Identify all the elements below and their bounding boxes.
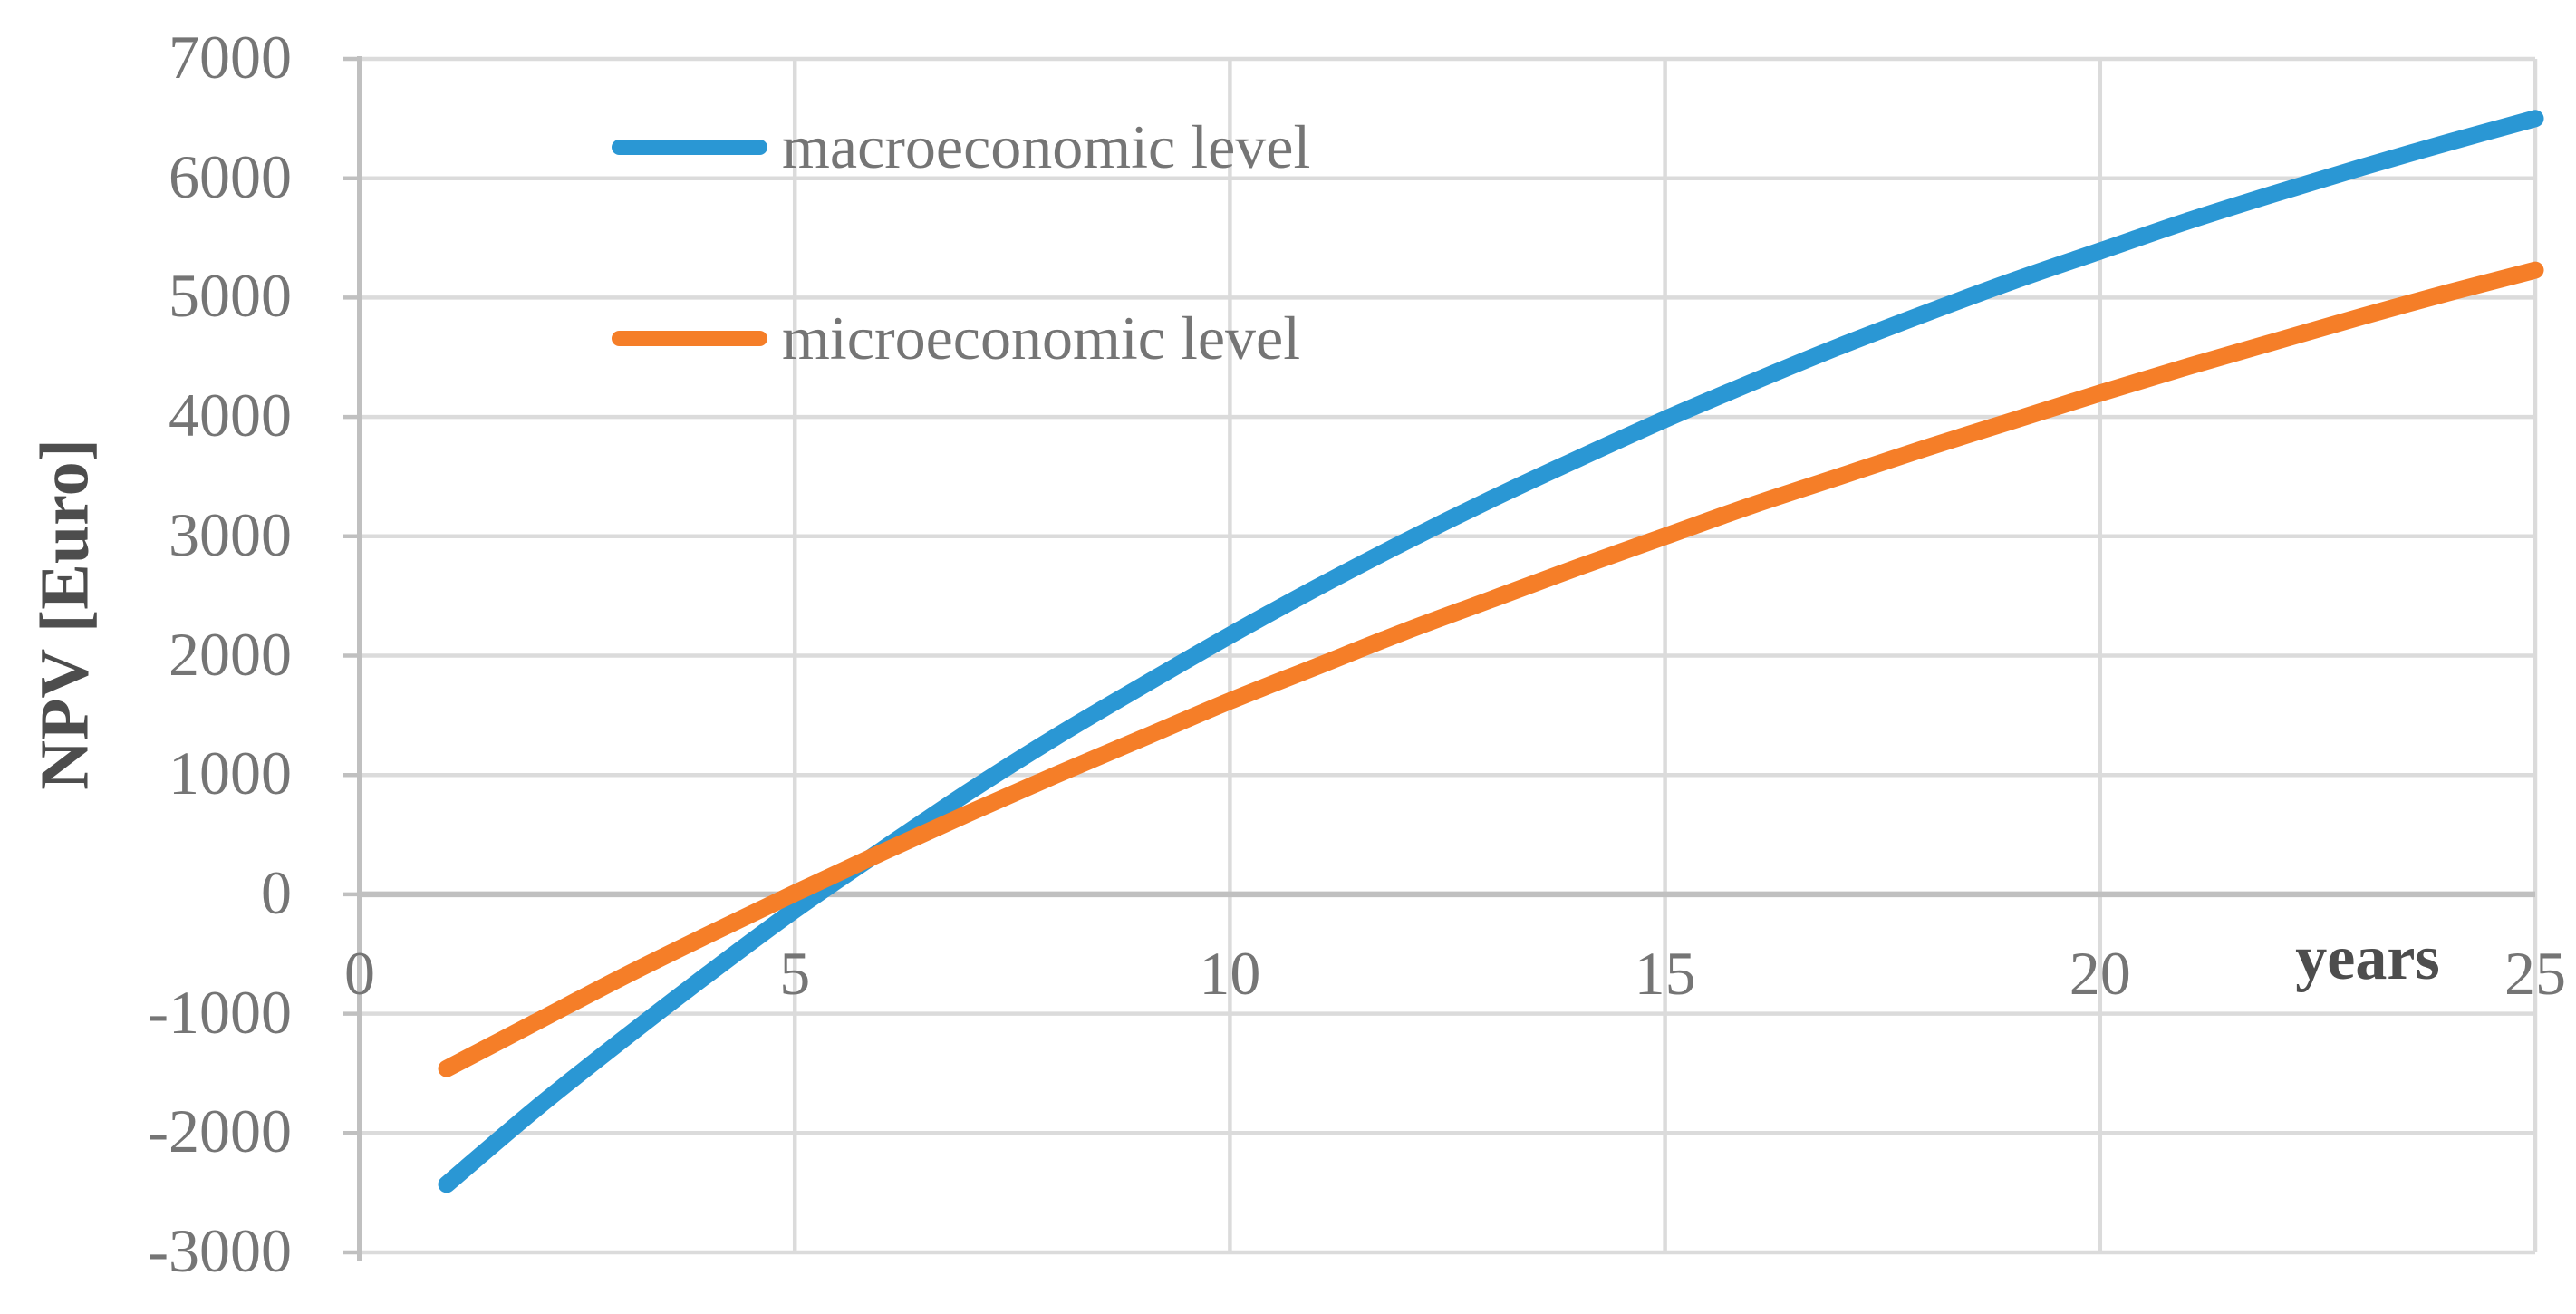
y-tick-label: -1000 [148,977,292,1047]
y-tick-label: 4000 [169,381,292,450]
series-line-microeconomic [438,261,2544,1077]
x-tick-label: 0 [344,939,375,1008]
legend-label-macroeconomic: macroeconomic level [782,112,1311,181]
x-tick-label: 20 [2069,939,2131,1008]
y-tick-label: 1000 [169,739,292,808]
x-axis-title: years [2295,923,2440,993]
y-tick-label: 3000 [169,499,292,569]
series-line-macroeconomic [438,110,2544,1193]
legend-item-macroeconomic: macroeconomic level [612,116,1310,178]
legend-item-microeconomic: microeconomic level [612,307,1300,369]
y-tick-label: 7000 [169,23,292,92]
x-tick-label: 5 [779,939,811,1008]
legend-swatch-microeconomic-icon [612,330,767,346]
y-axis-title: NPV [Euro] [26,439,103,790]
y-tick-label: 5000 [169,261,292,331]
y-tick-label: 2000 [169,619,292,689]
y-tick-label: -3000 [148,1216,292,1285]
legend-label-microeconomic: microeconomic level [782,304,1301,372]
x-tick-label: 10 [1199,939,1261,1008]
y-tick-label: -2000 [148,1097,292,1166]
y-tick-label: 0 [261,857,292,927]
x-tick-label: 25 [2504,939,2566,1008]
x-tick-label: 15 [1634,939,1696,1008]
legend-swatch-macroeconomic-icon [612,139,767,155]
y-tick-label: 6000 [169,141,292,211]
